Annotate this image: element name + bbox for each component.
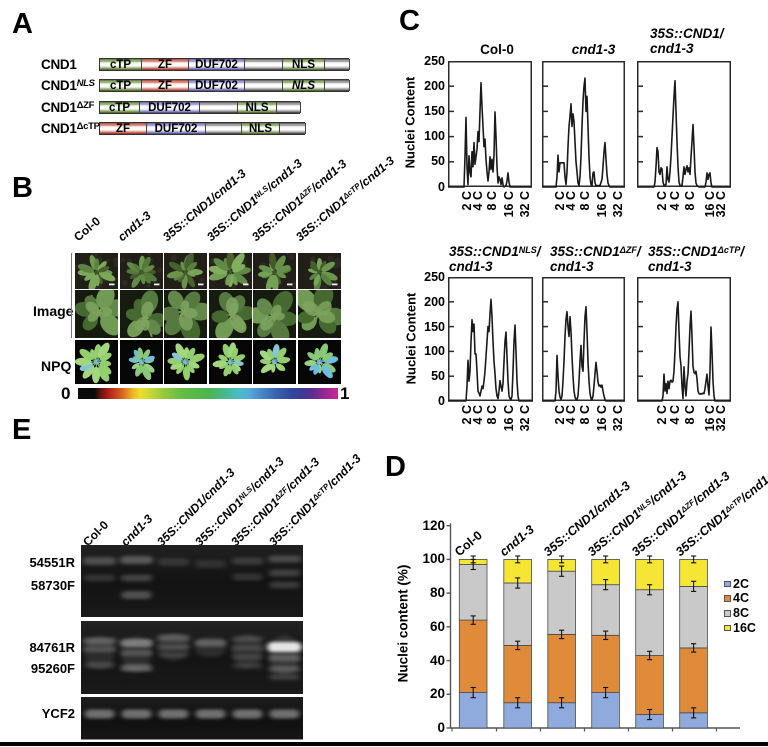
svg-text:4 C: 4 C [564,405,578,424]
svg-text:32 C: 32 C [611,405,625,431]
svg-text:2 C: 2 C [655,405,669,424]
svg-text:16 C: 16 C [703,405,717,431]
svg-text:8 C: 8 C [683,405,697,424]
svg-text:32 C: 32 C [714,191,728,217]
svg-text:32 C: 32 C [714,405,728,431]
svg-text:2 C: 2 C [655,191,669,210]
svg-text:32 C: 32 C [518,191,532,217]
svg-text:32 C: 32 C [611,191,625,217]
svg-text:8 C: 8 C [578,405,592,424]
svg-text:2 C: 2 C [553,405,567,424]
svg-text:16 C: 16 C [502,191,516,217]
svg-text:2 C: 2 C [553,191,567,210]
svg-text:16 C: 16 C [502,405,516,431]
svg-text:4 C: 4 C [668,191,682,210]
svg-text:32 C: 32 C [518,405,532,431]
svg-text:4 C: 4 C [564,191,578,210]
svg-text:8 C: 8 C [578,191,592,210]
svg-text:8 C: 8 C [485,405,499,424]
svg-text:4 C: 4 C [471,405,485,424]
svg-text:4 C: 4 C [668,405,682,424]
svg-text:16 C: 16 C [595,191,609,217]
svg-text:4 C: 4 C [471,191,485,210]
svg-text:8 C: 8 C [683,191,697,210]
svg-text:2 C: 2 C [460,405,474,424]
svg-text:8 C: 8 C [485,191,499,210]
svg-text:16 C: 16 C [703,191,717,217]
svg-text:2 C: 2 C [460,191,474,210]
svg-text:16 C: 16 C [595,405,609,431]
